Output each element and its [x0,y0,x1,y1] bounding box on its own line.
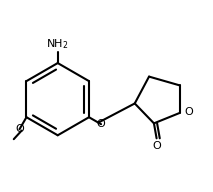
Text: NH$_2$: NH$_2$ [46,37,69,51]
Text: O: O [152,142,161,151]
Text: O: O [97,119,105,129]
Text: O: O [15,124,24,134]
Text: O: O [185,107,193,117]
